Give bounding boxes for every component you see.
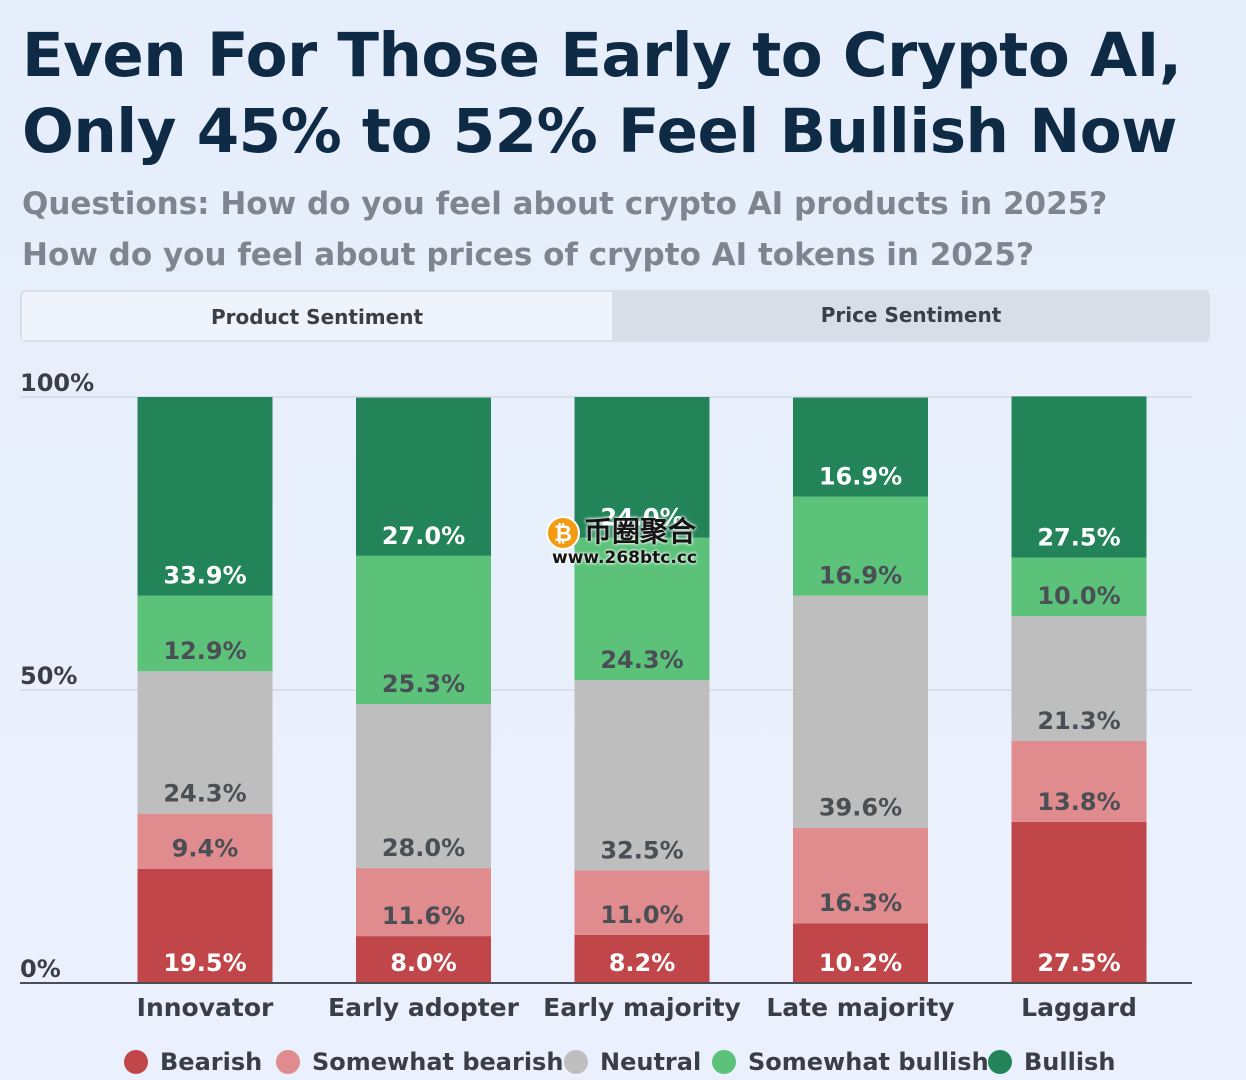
data-label: 9.4%	[172, 835, 239, 863]
legend-swatch	[712, 1050, 736, 1074]
data-label: 11.6%	[382, 902, 465, 930]
tab-price-sentiment[interactable]: Price Sentiment	[820, 303, 1002, 327]
data-label: 10.2%	[819, 949, 902, 977]
data-label: 28.0%	[382, 834, 465, 862]
bar-segment	[574, 934, 710, 983]
bar-segment	[574, 397, 710, 538]
bar-segment	[1011, 740, 1147, 822]
data-label: 10.0%	[1037, 582, 1120, 610]
x-tick-label: Innovator	[137, 993, 274, 1022]
bar-segment	[137, 671, 273, 814]
title-line-2: Only 45% to 52% Feel Bullish Now	[22, 96, 1178, 167]
chart-legend: Bearish Somewhat bearish Neutral Somewhat b…	[0, 1046, 1246, 1078]
data-label: 32.5%	[600, 836, 683, 864]
watermark-url: www.268btc.cc	[552, 548, 697, 568]
data-label: 16.9%	[819, 562, 902, 590]
data-label: 25.3%	[382, 670, 465, 698]
data-label: 27.0%	[382, 522, 465, 550]
data-label: 8.0%	[390, 949, 457, 977]
bar-segment	[793, 827, 928, 924]
data-label: 39.6%	[819, 794, 902, 822]
bar-segment	[1011, 557, 1147, 617]
legend-label: Somewhat bullish	[748, 1048, 989, 1076]
bar-segment	[137, 595, 273, 672]
bar-segment	[356, 704, 491, 869]
bar-segment	[356, 397, 491, 556]
legend-item: Bearish	[124, 1046, 262, 1078]
bar-segment	[1011, 616, 1147, 741]
bar-segment	[793, 397, 928, 497]
data-label: 16.9%	[819, 463, 902, 491]
data-label: 21.3%	[1037, 707, 1120, 735]
bar-segment	[356, 868, 491, 937]
data-label: 16.3%	[819, 889, 902, 917]
legend-swatch	[124, 1050, 148, 1074]
sentiment-tabs: Product Sentiment Price Sentiment	[20, 290, 1210, 342]
bar-segment	[793, 923, 928, 983]
data-label: 24.0%	[600, 504, 683, 532]
bar-segment	[574, 680, 710, 871]
bar-segment	[793, 595, 928, 828]
x-tick-label: Late majority	[766, 993, 954, 1022]
bar-segment	[1011, 396, 1147, 558]
data-label: 27.5%	[1037, 524, 1120, 552]
data-label: 11.0%	[600, 901, 683, 929]
bar-segment	[137, 397, 273, 596]
title-text: Even For Those Early to Crypto AI, Only …	[22, 18, 1182, 170]
legend-item: Somewhat bullish	[712, 1046, 989, 1078]
legend-label: Bearish	[160, 1048, 263, 1076]
watermark-chinese-text: 币圈聚合	[584, 515, 697, 548]
data-label: 19.5%	[163, 949, 246, 977]
legend-label: Bullish	[1024, 1048, 1116, 1076]
data-label: 12.9%	[163, 637, 246, 665]
bar-segment	[1011, 821, 1147, 983]
bar-segment	[137, 813, 273, 869]
stacked-bar-chart: 100% 50% 0% 19.5% 9.4% 24.3% 12.9% 33.9% Innovat…	[20, 369, 1192, 1022]
legend-label: Somewhat bearish	[312, 1048, 564, 1076]
x-tick-label: Early majority	[543, 993, 741, 1022]
bar-segment	[793, 496, 928, 596]
legend-item: Bullish	[988, 1046, 1115, 1078]
y-tick-label: 50%	[20, 662, 77, 690]
legend-item: Neutral	[564, 1046, 701, 1078]
bar-segment	[356, 936, 491, 983]
bitcoin-icon: ₿	[546, 516, 580, 550]
y-tick-label: 100%	[20, 369, 94, 397]
x-tick-label: Early adopter	[328, 993, 520, 1022]
bar-segment	[574, 870, 710, 935]
data-label: 24.3%	[163, 780, 246, 808]
legend-swatch	[564, 1050, 588, 1074]
question-line-1: Questions: How do you feel about crypto …	[22, 186, 1108, 222]
legend-item: Somewhat bearish	[276, 1046, 563, 1078]
legend-swatch	[988, 1050, 1012, 1074]
tab-product-sentiment[interactable]: Product Sentiment	[20, 290, 612, 342]
legend-label: Neutral	[600, 1048, 702, 1076]
x-tick-label: Laggard	[1021, 993, 1137, 1022]
data-label: 13.8%	[1037, 788, 1120, 816]
bar-segment	[356, 555, 491, 705]
legend-swatch	[276, 1050, 300, 1074]
y-tick-label: 0%	[20, 955, 61, 983]
title-line-1: Even For Those Early to Crypto AI,	[22, 20, 1182, 91]
bar-segment	[574, 537, 710, 681]
watermark: ₿ 币圈聚合 www.268btc.cc	[546, 514, 706, 570]
question-line-2: How do you feel about prices of crypto A…	[22, 237, 1034, 273]
data-label: 8.2%	[609, 949, 676, 977]
data-label: 33.9%	[163, 562, 246, 590]
bar-segment	[137, 868, 273, 983]
data-label: 24.3%	[600, 646, 683, 674]
data-label: 27.5%	[1037, 949, 1120, 977]
